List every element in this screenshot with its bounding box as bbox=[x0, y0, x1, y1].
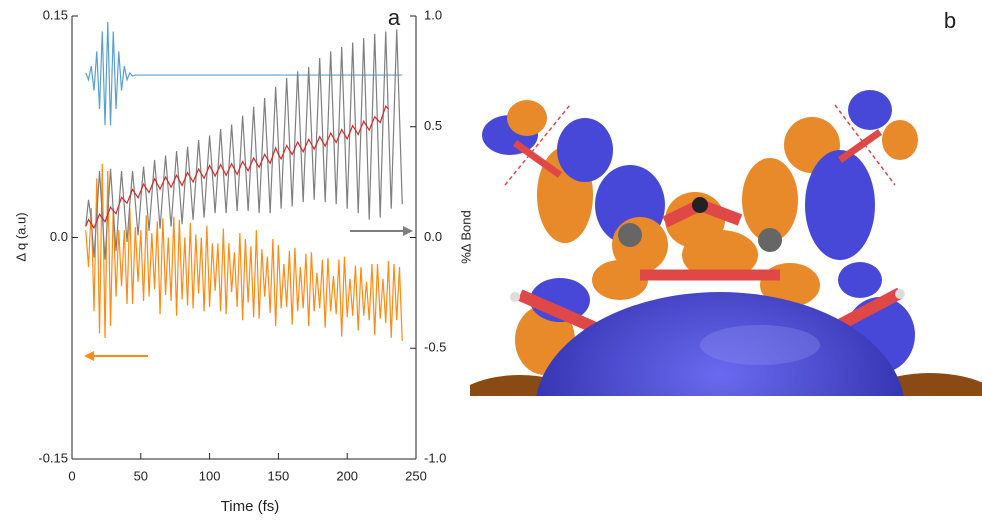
data-line bbox=[85, 29, 403, 260]
panel-label: b bbox=[944, 8, 956, 33]
x-tick-label: 0 bbox=[68, 468, 75, 483]
panel-label: a bbox=[388, 5, 401, 30]
y2-axis-label: %Δ Bond bbox=[458, 210, 473, 264]
data-line bbox=[85, 21, 403, 126]
molecule-render bbox=[470, 90, 982, 396]
data-line bbox=[85, 163, 403, 341]
x-tick-label: 100 bbox=[199, 468, 221, 483]
y2-tick-label: 0.5 bbox=[424, 118, 442, 133]
x-tick-label: 50 bbox=[134, 468, 148, 483]
y-axis-label: Δ q (a.u) bbox=[13, 212, 28, 261]
y2-tick-label: 0.0 bbox=[424, 229, 442, 244]
y-tick-label: 0.0 bbox=[50, 229, 68, 244]
x-tick-label: 200 bbox=[336, 468, 358, 483]
x-axis-label: Time (fs) bbox=[221, 498, 280, 515]
arrows bbox=[84, 226, 413, 361]
y-tick-label: -0.15 bbox=[38, 450, 68, 465]
x-tick-label: 150 bbox=[268, 468, 290, 483]
data-line bbox=[85, 105, 389, 230]
y2-tick-label: 1.0 bbox=[424, 7, 442, 22]
x-tick-label: 250 bbox=[405, 468, 427, 483]
y2-tick-label: -0.5 bbox=[424, 340, 446, 355]
y2-tick-label: -1.0 bbox=[424, 450, 446, 465]
y-tick-label: 0.15 bbox=[43, 7, 68, 22]
